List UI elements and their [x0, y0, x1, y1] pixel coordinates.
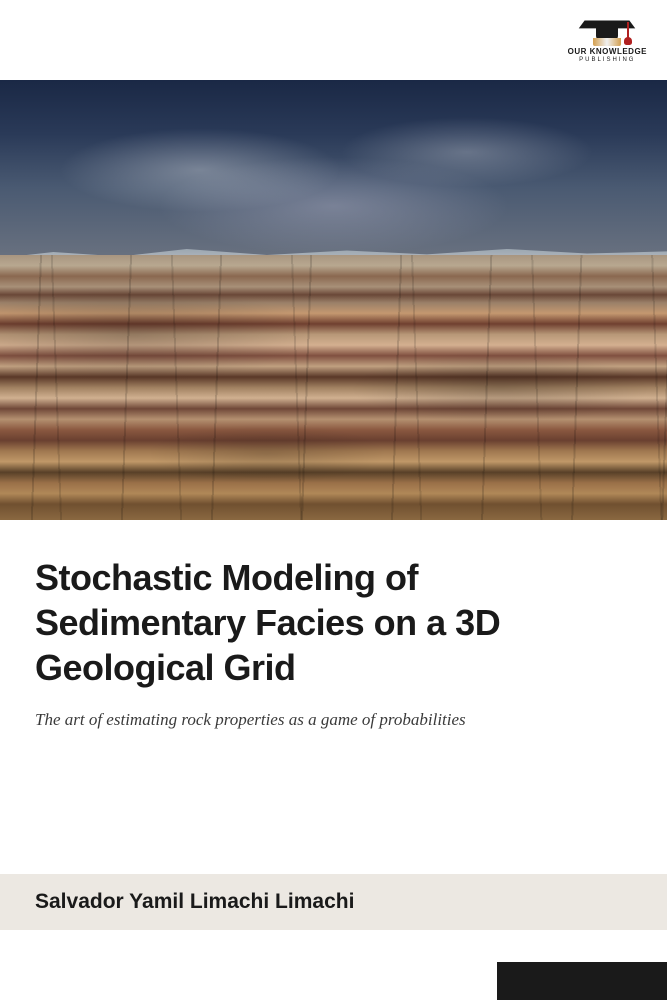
title-block: Stochastic Modeling of Sedimentary Facie…	[35, 555, 632, 732]
publisher-logo: OUR KNOWLEDGE PUBLISHING	[568, 10, 647, 63]
publisher-line2: PUBLISHING	[568, 57, 647, 64]
publisher-line1: OUR KNOWLEDGE	[568, 48, 647, 57]
bottom-strip	[497, 962, 667, 1000]
graduation-cap-icon	[577, 10, 637, 46]
book-subtitle: The art of estimating rock properties as…	[35, 708, 632, 732]
sedimentary-strata	[0, 255, 667, 520]
author-band: Salvador Yamil Limachi Limachi	[0, 874, 667, 930]
cover-photo	[0, 80, 667, 520]
book-title: Stochastic Modeling of Sedimentary Facie…	[35, 555, 632, 690]
sky-region	[0, 80, 667, 260]
publisher-name: OUR KNOWLEDGE PUBLISHING	[568, 48, 647, 63]
author-name: Salvador Yamil Limachi Limachi	[35, 890, 354, 914]
